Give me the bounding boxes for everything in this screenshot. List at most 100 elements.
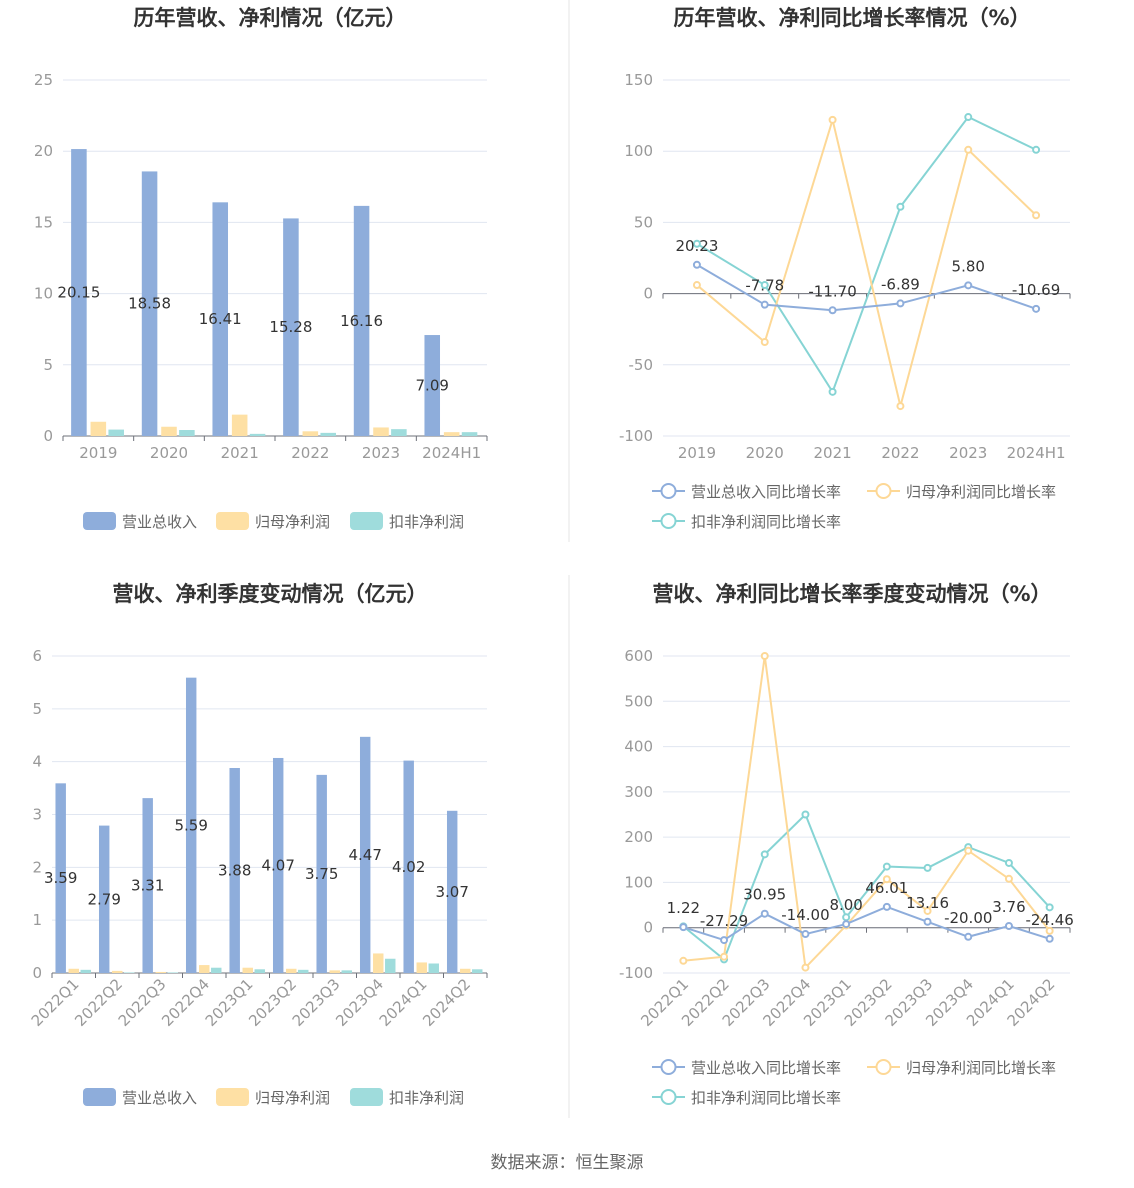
point-扣非净利润同比增长率-2020 [760, 281, 769, 290]
point-归母净利润同比增长率-2019 [692, 281, 701, 290]
legend-marker [660, 483, 677, 499]
point-营业总收入同比增长率-2024H1 [1032, 304, 1041, 313]
legend-marker [660, 1089, 677, 1105]
x-tick-label: 2020 [746, 444, 784, 462]
x-tick-label: 2024H1 [422, 444, 481, 462]
x-tick-label: 2024Q2 [419, 975, 474, 1030]
line-data-label: 46.01 [865, 879, 908, 897]
legend-swatch [350, 1088, 383, 1106]
bar-扣非净利润-2023Q4 [385, 958, 396, 973]
y-tick-label: 400 [624, 738, 653, 756]
y-tick-label: 25 [34, 71, 53, 89]
y-tick-label: -50 [629, 356, 654, 374]
bar-data-label: 2.79 [87, 890, 120, 908]
line-扣非净利润同比增长率 [696, 115, 1037, 395]
bar-data-label: 18.58 [128, 295, 171, 313]
point-归母净利润同比增长率-2022 [896, 402, 905, 411]
x-tick-label: 2022Q1 [28, 975, 83, 1030]
line-data-label: -20.00 [944, 909, 992, 927]
chart-2: 历年营收、净利同比增长率情况（%） -100 -50 0 50 100 150 2019 202… [619, 6, 1071, 531]
legend-label: 扣非净利润 [389, 513, 464, 531]
point-扣非净利润同比增长率-2023 [964, 113, 973, 122]
chart-3: 营收、净利季度变动情况（亿元） 0 1 2 3 4 5 6 2022Q12022Q22022Q3… [28, 582, 488, 1107]
bar-营业总收入-2024Q2 [446, 810, 458, 973]
bar-营业总收入-2022Q2 [98, 825, 110, 973]
y-tick-label: -100 [619, 964, 653, 982]
bar-营业总收入-2023Q1 [229, 768, 240, 973]
bar-扣非净利润-2023Q3 [341, 970, 352, 973]
bar-扣非净利润-2022Q4 [211, 967, 222, 973]
y-tick-label: 500 [624, 692, 653, 710]
point-营业总收入同比增长率-2024Q2 [1045, 934, 1054, 943]
point-归母净利润同比增长率-2022Q1 [679, 956, 688, 965]
line-归母净利润同比增长率 [696, 116, 1037, 407]
legend-marker [875, 483, 892, 499]
line-扣非净利润同比增长率 [682, 812, 1051, 962]
legend-label: 扣非净利润同比增长率 [691, 513, 841, 531]
y-tick-label: 3 [32, 806, 42, 824]
y-tick-label: 100 [624, 873, 653, 891]
line-data-label: 1.22 [667, 899, 700, 917]
legend-label: 营业总收入同比增长率 [691, 483, 841, 501]
point-扣非净利润同比增长率-2023Q2 [882, 862, 891, 871]
bar-营业总收入-2023Q4 [359, 736, 371, 973]
bar-扣非净利润-2022Q3 [167, 972, 178, 973]
line-data-label: 20.23 [675, 237, 718, 255]
x-tick-label: 2021 [813, 444, 851, 462]
line-营业总收入同比增长率 [683, 905, 1050, 942]
bar-data-label: 3.07 [435, 883, 468, 901]
point-归母净利润同比增长率-2022Q2 [720, 952, 729, 961]
bar-营业总收入-2022 [283, 218, 299, 436]
chart-title: 营收、净利季度变动情况（亿元） [113, 582, 428, 606]
bar-data-label: 3.88 [218, 862, 251, 880]
bar-营业总收入-2022Q3 [142, 798, 153, 973]
legend-label: 归母净利润同比增长率 [906, 1059, 1056, 1077]
bar-data-label: 4.02 [392, 858, 425, 876]
y-tick-label: 0 [32, 964, 42, 982]
point-扣非净利润同比增长率-2022Q3 [760, 850, 769, 859]
y-tick-label: 5 [43, 356, 53, 374]
x-tick-label: 2022 [881, 444, 919, 462]
x-tick-label: 2023Q2 [245, 975, 300, 1030]
bar-归母净利润-2022Q4 [199, 965, 210, 973]
y-tick-label: 50 [634, 213, 653, 231]
legend-marker [660, 1059, 677, 1075]
chart-title: 营收、净利同比增长率季度变动情况（%） [652, 582, 1051, 606]
bar-归母净利润-2022Q3 [155, 971, 166, 973]
legend-label: 归母净利润 [255, 513, 330, 531]
x-tick-label: 2023Q3 [289, 975, 344, 1030]
bar-扣非净利润-2022 [320, 432, 336, 436]
x-tick-label: 2022Q2 [71, 975, 126, 1030]
chart-title: 历年营收、净利同比增长率情况（%） [673, 6, 1030, 30]
bar-归母净利润-2023Q2 [286, 968, 297, 973]
point-扣非净利润同比增长率-2023Q3 [923, 863, 932, 872]
bar-归母净利润-2022Q1 [68, 968, 79, 973]
bar-扣非净利润-2023Q1 [254, 969, 265, 973]
point-归母净利润同比增长率-2023Q4 [964, 846, 973, 855]
chart-1: 历年营收、净利情况（亿元） 0 5 10 15 20 25 2019 2020 2021 2022 2… [34, 6, 488, 531]
point-营业总收入同比增长率-2022Q1 [679, 923, 688, 932]
line-data-label: -27.29 [700, 912, 748, 930]
bar-归母净利润-2020 [161, 426, 177, 436]
point-营业总收入同比增长率-2023Q2 [882, 902, 891, 911]
y-tick-label: 6 [32, 647, 42, 665]
x-tick-label: 2020 [150, 444, 188, 462]
line-data-label: 3.76 [992, 898, 1025, 916]
legend-label: 扣非净利润同比增长率 [691, 1089, 841, 1107]
point-营业总收入同比增长率-2021 [828, 306, 837, 315]
bar-扣非净利润-2020 [179, 430, 195, 436]
bar-营业总收入-2022Q4 [185, 677, 197, 973]
chart-4: 营收、净利同比增长率季度变动情况（%） -100 0 100 200 300 400 500 6… [619, 582, 1074, 1107]
bar-data-label: 20.15 [57, 284, 100, 302]
point-归母净利润同比增长率-2023 [964, 145, 973, 154]
point-扣非净利润同比增长率-2024Q1 [1004, 858, 1013, 867]
bar-data-label: 15.28 [269, 318, 312, 336]
line-归母净利润同比增长率 [683, 655, 1051, 970]
line-data-label: -14.00 [781, 906, 829, 924]
y-tick-label: 20 [34, 142, 53, 160]
line-营业总收入同比增长率 [696, 263, 1037, 312]
legend-label: 营业总收入 [122, 513, 197, 531]
point-归母净利润同比增长率-2022Q4 [801, 963, 810, 972]
legend-marker [875, 1059, 892, 1075]
